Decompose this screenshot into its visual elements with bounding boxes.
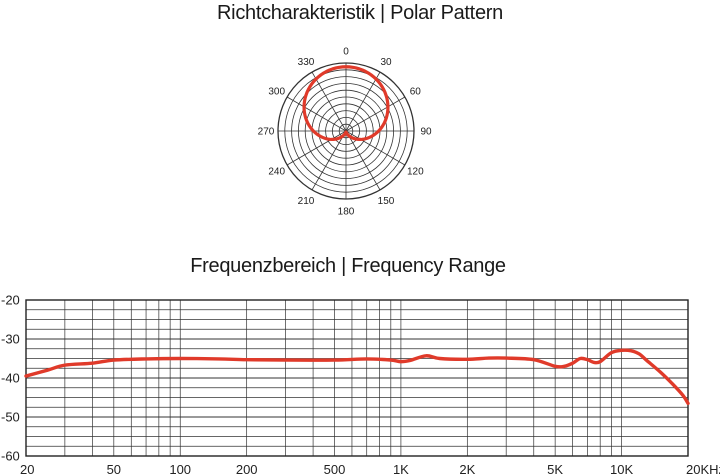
y-tick-label: -50: [1, 410, 20, 425]
x-tick-label: 20KHz: [686, 462, 720, 475]
frequency-response-curve: [24, 348, 690, 406]
x-tick-label: 50: [107, 462, 121, 475]
polar-spoke: [345, 130, 406, 166]
x-tick-label: 2K: [459, 462, 475, 475]
y-tick-label: -30: [1, 332, 20, 347]
y-tick-label: -20: [1, 293, 20, 308]
polar-spoke: [345, 130, 381, 191]
polar-angle-label: 300: [268, 87, 285, 98]
polar-angle-label: 90: [420, 127, 432, 138]
y-tick-label: -40: [1, 371, 20, 386]
x-tick-label: 1K: [393, 462, 409, 475]
polar-angle-label: 330: [298, 57, 315, 68]
polar-grid: [277, 62, 415, 200]
polar-angle-label: 210: [298, 196, 315, 207]
polar-angle-label: 120: [407, 167, 424, 178]
plot-frame: [25, 299, 689, 457]
polar-spoke: [286, 96, 347, 132]
x-tick-label: 5K: [547, 462, 563, 475]
frequency-grid: [25, 299, 689, 457]
polar-spoke: [311, 71, 347, 132]
x-tick-label: 200: [236, 462, 258, 475]
x-tick-label: 500: [324, 462, 346, 475]
polar-angle-label: 60: [410, 87, 422, 98]
polar-angle-label: 240: [268, 167, 285, 178]
polar-angle-label: 270: [258, 127, 275, 138]
polar-spoke: [286, 130, 347, 166]
x-tick-label: 20: [20, 462, 34, 475]
polar-response-curve: [302, 65, 390, 142]
x-tick-label: 100: [169, 462, 191, 475]
polar-angle-label: 30: [380, 57, 392, 68]
x-tick-label: 10K: [610, 462, 633, 475]
polar-angle-label: 180: [338, 207, 355, 218]
polar-spoke: [345, 71, 381, 132]
polar-angle-label: 0: [343, 47, 349, 58]
polar-angle-label: 150: [378, 196, 395, 207]
frequency-range-title: Frequenzbereich | Frequency Range: [190, 255, 506, 277]
polar-pattern-title: Richtcharakteristik | Polar Pattern: [217, 2, 503, 24]
polar-spoke: [311, 130, 347, 191]
polar-spoke: [345, 96, 406, 132]
y-tick-label: -60: [1, 449, 20, 464]
